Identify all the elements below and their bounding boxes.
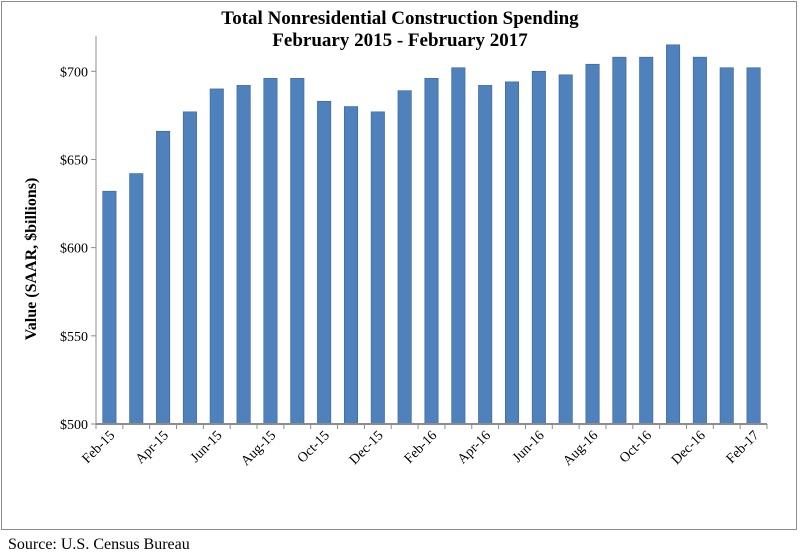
bar-jan-17 [719, 67, 734, 425]
bar-jan-16 [397, 90, 412, 425]
bar-oct-16 [639, 56, 654, 425]
bar-aug-15 [263, 78, 278, 425]
x-tick-label: Oct-15 [295, 428, 333, 466]
bar-chart: $500 $550 $600 $650 $700 Feb-15 Apr-15 Jun-15 A… [60, 36, 768, 469]
bar-feb-15 [102, 190, 117, 425]
bar-jun-16 [531, 70, 546, 425]
bar-feb-17 [746, 67, 761, 425]
bar-jun-15 [209, 88, 224, 425]
chart-title-line2: February 2015 - February 2017 [272, 30, 528, 51]
source-note: Source: U.S. Census Bureau [8, 536, 190, 553]
x-tick-label: Jun-16 [510, 428, 548, 466]
x-tick-label: Feb-17 [724, 428, 763, 467]
y-tick-label: $600 [60, 242, 88, 257]
bar-mar-15 [129, 173, 144, 425]
x-tick-label: Feb-15 [80, 428, 119, 467]
bar-sep-16 [612, 56, 627, 425]
x-tick-label: Feb-16 [402, 428, 441, 467]
bar-mar-16 [451, 67, 466, 425]
x-tick-label: Aug-16 [561, 428, 602, 469]
bar-apr-16 [478, 85, 493, 425]
bar-dec-16 [692, 56, 707, 425]
chart-title-line1: Total Nonresidential Construction Spendi… [221, 8, 579, 29]
x-tick-label: Oct-16 [617, 428, 655, 466]
x-tick-label: Dec-15 [347, 428, 387, 468]
x-tick-label: Apr-16 [455, 428, 494, 467]
bar-oct-15 [317, 100, 332, 425]
x-tick-label: Dec-16 [669, 428, 709, 468]
bar-apr-15 [156, 130, 171, 425]
y-tick-label: $500 [60, 418, 88, 433]
x-ticks-group: Feb-15 Apr-15 Jun-15 Aug-15 Oct-15 Dec-15 Feb-… [80, 424, 768, 469]
y-tick-label: $650 [60, 153, 88, 168]
chart-title: Total Nonresidential Construction Spendi… [2, 8, 798, 52]
axes-group [95, 36, 767, 425]
bar-may-15 [182, 111, 197, 425]
bars-group [102, 44, 761, 425]
bar-nov-15 [343, 106, 358, 425]
x-tick-label: Jun-15 [188, 428, 226, 466]
x-tick-label: Aug-15 [238, 428, 279, 469]
bar-feb-16 [424, 78, 439, 425]
bar-nov-16 [666, 44, 681, 425]
y-tick-label: $550 [60, 330, 88, 345]
bar-jul-15 [236, 85, 251, 425]
x-tick-label: Apr-15 [133, 428, 172, 467]
bar-jul-16 [558, 74, 573, 425]
y-tick-label: $700 [60, 65, 88, 80]
bar-aug-16 [585, 63, 600, 425]
y-ticks-group: $500 $550 $600 $650 $700 [60, 65, 96, 433]
bar-dec-15 [370, 111, 385, 425]
bar-may-16 [505, 81, 520, 425]
bar-sep-15 [290, 78, 305, 425]
